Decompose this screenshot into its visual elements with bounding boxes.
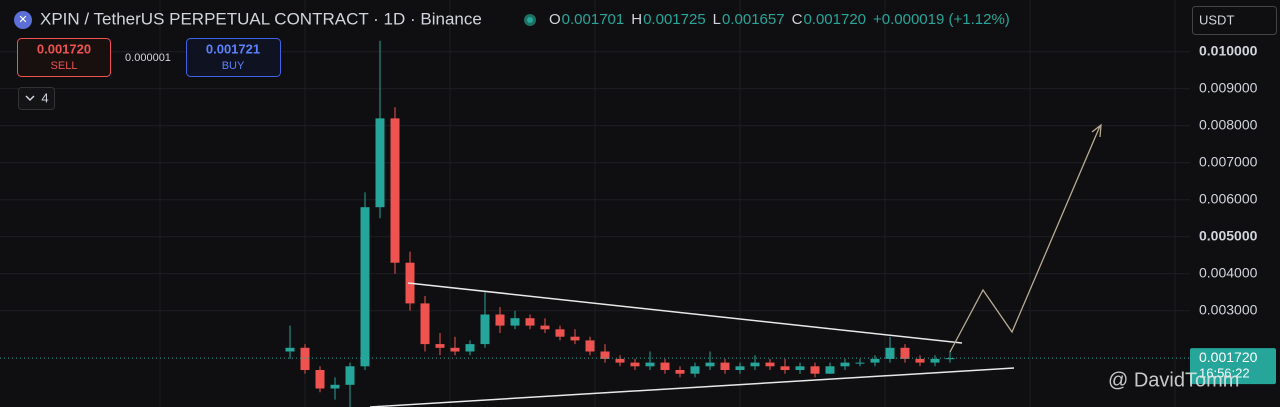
candle-body [555, 329, 565, 337]
candle-body [900, 347, 910, 359]
candle-body [705, 362, 715, 367]
candle-body [675, 370, 685, 374]
candle-body [330, 384, 340, 389]
candle-body [375, 118, 385, 208]
currency: USDT [1199, 12, 1234, 27]
y-tick-label: 0.003000 [1199, 302, 1258, 318]
currency-selector[interactable] [1192, 6, 1277, 35]
candle-body [465, 344, 475, 352]
candle-body [810, 366, 820, 374]
candle-body [870, 358, 880, 363]
change: +0.000019 (+1.12%) [873, 11, 1010, 28]
buy-label: BUY [222, 60, 245, 72]
sell-button[interactable] [17, 38, 111, 77]
candle-body [540, 325, 550, 330]
spread: 0.000001 [125, 52, 171, 64]
ohlc-value: 0.001701 [562, 11, 625, 28]
ohlc-value: 0.001720 [803, 11, 866, 28]
y-tick-label: 0.007000 [1199, 154, 1258, 170]
candle-body [585, 340, 595, 352]
indicators-count: 4 [41, 90, 48, 105]
candle-body [345, 366, 355, 385]
y-tick-label: 0.006000 [1199, 191, 1258, 207]
candle-body [360, 207, 370, 367]
y-tick-label: 0.004000 [1199, 265, 1258, 281]
trendline-lower [369, 367, 1015, 407]
candle-body [285, 347, 295, 352]
candle-body [450, 347, 460, 352]
projection-arrowhead [1091, 123, 1102, 138]
candle-body [525, 318, 535, 326]
candle-body [480, 314, 490, 345]
symbol-logo [14, 11, 32, 29]
candle-body [855, 362, 865, 364]
candle-body [315, 370, 325, 389]
watermark: @ DavidTomm [1108, 369, 1239, 391]
candle-body [300, 347, 310, 370]
ohlc-key: L [713, 11, 721, 28]
candle-body [630, 362, 640, 367]
ohlc-value: 0.001657 [722, 11, 785, 28]
candle-body [765, 362, 775, 367]
ohlc-key: O [549, 11, 561, 28]
buy-price: 0.001721 [206, 41, 260, 56]
candle-body [915, 358, 925, 363]
candle-body [570, 336, 580, 341]
projection-path [949, 125, 1101, 353]
candle-body [735, 366, 745, 370]
ohlc-key: H [631, 11, 642, 28]
trendline-upper [407, 282, 963, 344]
symbol-logo-glyph: ✕ [18, 14, 27, 26]
ohlc-value: 0.001725 [643, 11, 706, 28]
candle-body [495, 314, 505, 326]
candle-body [510, 318, 520, 326]
indicators-toggle[interactable] [18, 87, 55, 110]
last-price-label: 0.001720 [1199, 349, 1258, 365]
candle-body [435, 344, 445, 348]
candle-body [930, 358, 940, 363]
countdown: 16:56:22 [1199, 366, 1250, 381]
candle-body [885, 347, 895, 359]
candle-body [420, 303, 430, 345]
candle-body [750, 362, 760, 367]
candle-body [795, 366, 805, 370]
y-tick-label: 0.008000 [1199, 117, 1258, 133]
sell-label: SELL [51, 60, 78, 72]
status-dot-core [527, 17, 533, 23]
buy-button[interactable] [186, 38, 281, 77]
candle-body [840, 362, 850, 367]
ohlc-legend: O 0.001701 H 0.001725 L 0.001657 C 0.001720 [549, 11, 866, 28]
candle-body [615, 358, 625, 363]
last-price-badge [1190, 348, 1276, 385]
y-tick-label: 0.009000 [1199, 80, 1258, 96]
candles [285, 40, 955, 407]
ohlc-key: C [792, 11, 803, 28]
y-tick-label: 0.010000 [1199, 43, 1258, 59]
symbol-title: XPIN / TetherUS PERPETUAL CONTRACT · 1D … [40, 9, 482, 28]
candle-body [945, 358, 955, 360]
candle-body [390, 118, 400, 263]
candle-body [645, 362, 655, 367]
candle-body [720, 362, 730, 370]
candle-body [660, 362, 670, 370]
candle-body [825, 366, 835, 374]
candle-body [780, 366, 790, 370]
candle-body [600, 351, 610, 359]
sell-price: 0.001720 [37, 41, 91, 56]
candle-body [690, 366, 700, 374]
chevron-icon [25, 95, 35, 102]
y-tick-label: 0.005000 [1199, 228, 1258, 244]
